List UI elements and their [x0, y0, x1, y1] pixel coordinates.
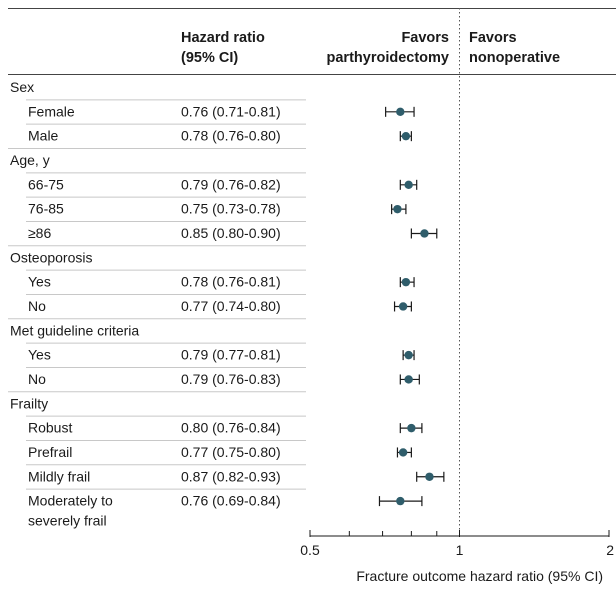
point-estimate: [401, 277, 411, 287]
favors-left-line-1: Favors: [401, 30, 449, 46]
tick-label: 2: [606, 542, 614, 558]
hazard-ratio-value: 0.80 (0.76-0.84): [181, 420, 281, 436]
subgroup-label: Prefrail: [28, 444, 72, 460]
point-estimate: [404, 375, 413, 384]
point-estimate: [398, 302, 408, 311]
hr-header-line-2: (95% CI): [181, 50, 238, 66]
point-estimate: [407, 423, 416, 433]
hazard-ratio-value: 0.78 (0.76-0.81): [181, 274, 281, 290]
point-estimate: [404, 180, 413, 190]
subgroup-label: ≥86: [28, 225, 51, 241]
hazard-ratio-value: 0.79 (0.76-0.82): [181, 176, 281, 192]
hazard-ratio-value: 0.85 (0.80-0.90): [181, 225, 281, 241]
group-label: Met guideline criteria: [10, 322, 139, 338]
subgroup-label: severely frail: [28, 513, 107, 529]
subgroup-label: Mildly frail: [28, 468, 90, 484]
point-estimate: [425, 472, 434, 481]
point-estimate: [396, 107, 405, 117]
x-axis: 0.5 1 2: [300, 8, 614, 558]
group-label: Age, y: [10, 152, 50, 168]
hazard-ratio-value: 0.79 (0.77-0.81): [181, 347, 281, 363]
point-estimate: [420, 229, 429, 238]
hazard-ratio-value: 0.76 (0.69-0.84): [181, 493, 281, 509]
subgroup-label: Female: [28, 103, 75, 119]
hazard-ratio-value: 0.76 (0.71-0.81): [181, 103, 281, 119]
hazard-ratio-value: 0.79 (0.76-0.83): [181, 371, 281, 387]
group-label: Osteoporosis: [10, 249, 92, 265]
point-estimate: [396, 496, 405, 506]
hazard-ratio-value: 0.77 (0.75-0.80): [181, 444, 281, 460]
subgroup-label: Male: [28, 128, 59, 144]
subgroup-label: No: [28, 371, 46, 387]
favors-left-line-2: parthyroidectomy: [327, 50, 449, 66]
point-estimate: [398, 448, 408, 457]
tick-label: 1: [456, 542, 464, 558]
subgroup-label: No: [28, 298, 46, 314]
hazard-ratio-value: 0.77 (0.74-0.80): [181, 298, 281, 314]
group-label: Frailty: [10, 395, 48, 411]
subgroup-label: 76-85: [28, 201, 64, 217]
hazard-ratio-value: 0.78 (0.76-0.80): [181, 128, 281, 144]
hazard-ratio-value: 0.87 (0.82-0.93): [181, 468, 281, 484]
point-estimate: [401, 131, 411, 141]
hazard-ratio-value: 0.75 (0.73-0.78): [181, 201, 281, 217]
x-axis-label: Fracture outcome hazard ratio (95% CI): [356, 568, 603, 584]
tick-label: 0.5: [300, 542, 320, 558]
subgroup-label: 66-75: [28, 176, 64, 192]
subgroup-label: Moderately to: [28, 493, 113, 509]
hr-header-line-1: Hazard ratio: [181, 30, 265, 46]
group-label: Sex: [10, 79, 34, 95]
point-estimate: [393, 204, 402, 214]
subgroup-label: Yes: [28, 347, 51, 363]
favors-right-line-2: nonoperative: [469, 50, 560, 66]
point-estimate: [404, 350, 413, 360]
forest-rows: Sex Female 0.76 (0.71-0.81) Male 0.78 (0.76-…: [8, 79, 445, 529]
subgroup-label: Yes: [28, 274, 51, 290]
subgroup-label: Robust: [28, 420, 72, 436]
favors-right-line-1: Favors: [469, 30, 517, 46]
